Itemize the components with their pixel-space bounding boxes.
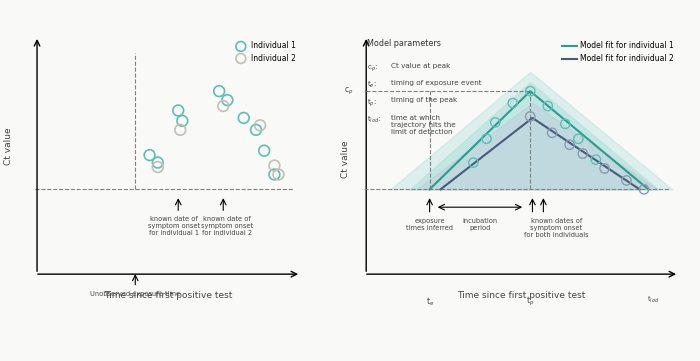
Point — [490, 119, 501, 125]
Text: known dates of
symptom onset
for both individuals: known dates of symptom onset for both in… — [524, 218, 589, 238]
Text: Ct value: Ct value — [341, 140, 349, 178]
Text: timing of exposure event: timing of exposure event — [391, 80, 482, 86]
Point — [621, 178, 632, 183]
Point — [638, 186, 650, 192]
Point — [152, 164, 163, 170]
Point — [525, 114, 536, 119]
Point — [175, 127, 186, 133]
Point — [590, 157, 601, 162]
Text: t$_e$:: t$_e$: — [367, 80, 377, 91]
Text: c$_p$: c$_p$ — [344, 86, 353, 97]
Text: t$_{lod}$: t$_{lod}$ — [647, 295, 659, 305]
Text: timing of the peak: timing of the peak — [391, 97, 457, 104]
Text: Model parameters: Model parameters — [367, 39, 441, 48]
Text: t$_{lod}$:: t$_{lod}$: — [367, 115, 382, 125]
Point — [577, 151, 588, 157]
Text: time at which
trajectory hits the
limit of detection: time at which trajectory hits the limit … — [391, 115, 456, 135]
Point — [251, 127, 262, 133]
Text: t$_e$: t$_e$ — [426, 295, 434, 308]
Text: Ct value at peak: Ct value at peak — [391, 63, 450, 69]
Point — [238, 115, 249, 121]
Point — [560, 121, 571, 127]
Text: known date of
symptom onset
for individual 2: known date of symptom onset for individu… — [202, 216, 253, 236]
Point — [542, 103, 553, 109]
Text: incubation
period: incubation period — [463, 218, 498, 231]
Point — [214, 88, 225, 94]
Point — [547, 130, 558, 136]
Point — [573, 136, 584, 142]
Point — [564, 142, 575, 148]
Text: Ct value: Ct value — [4, 128, 13, 165]
Point — [144, 152, 155, 158]
Legend: Individual 1, Individual 2: Individual 1, Individual 2 — [232, 40, 298, 64]
Text: Time since first positive test: Time since first positive test — [457, 291, 586, 300]
Text: t$_p$:: t$_p$: — [367, 97, 377, 109]
Point — [258, 148, 270, 153]
Point — [222, 97, 233, 103]
Text: t$_p$: t$_p$ — [526, 295, 534, 308]
Text: known date of
symptom onset
for individual 1: known date of symptom onset for individu… — [148, 216, 200, 236]
Point — [269, 163, 280, 169]
Legend: Model fit for individual 1, Model fit for individual 2: Model fit for individual 1, Model fit fo… — [560, 40, 676, 65]
Point — [152, 160, 163, 165]
Point — [269, 171, 280, 177]
Point — [176, 118, 188, 124]
Point — [525, 88, 536, 94]
Point — [507, 100, 518, 106]
Point — [481, 136, 492, 142]
Text: Unobserved exposure time: Unobserved exposure time — [90, 291, 181, 296]
Point — [173, 108, 184, 113]
Point — [273, 171, 284, 177]
Point — [599, 166, 610, 171]
Text: c$_p$:: c$_p$: — [367, 63, 378, 74]
Point — [218, 103, 229, 109]
Text: exposure
times inferred: exposure times inferred — [406, 218, 453, 231]
Point — [255, 122, 266, 128]
Text: Time since first positive test: Time since first positive test — [104, 291, 232, 300]
Point — [468, 160, 479, 165]
